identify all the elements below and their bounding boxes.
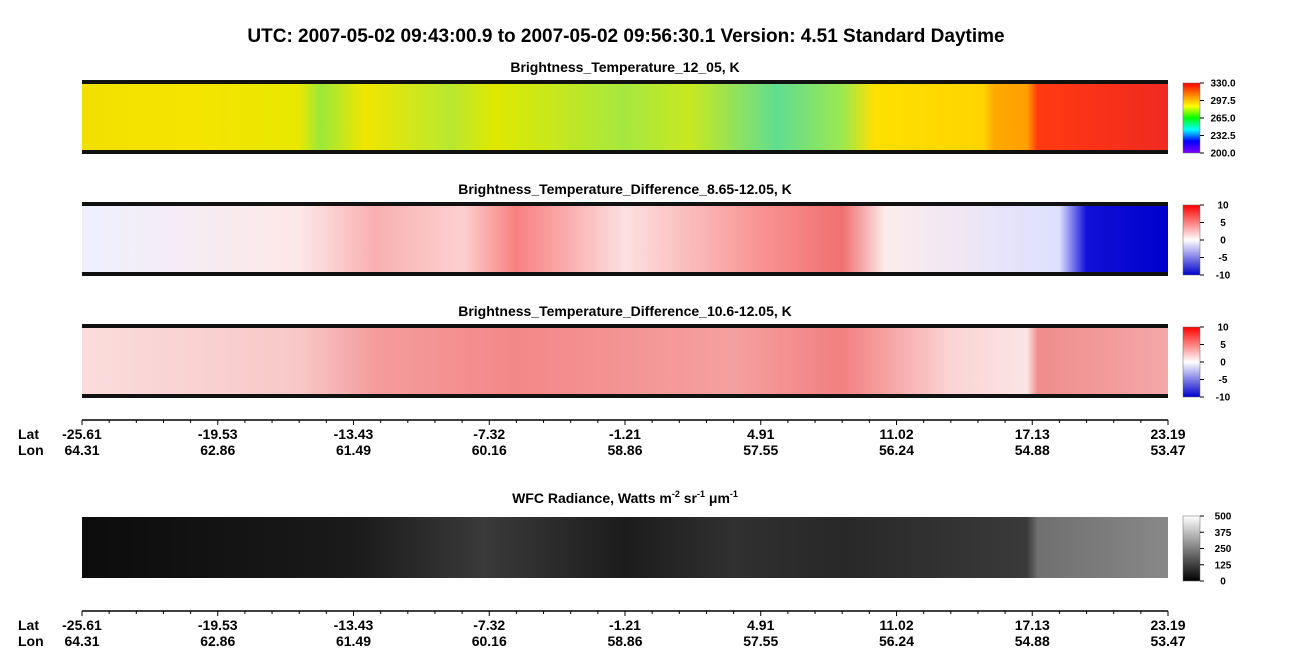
lon-tick-label: 56.24 <box>879 442 914 458</box>
page-title: UTC: 2007-05-02 09:43:00.9 to 2007-05-02… <box>247 26 1004 47</box>
title-part: μm <box>705 490 730 506</box>
lon-tick-label: 57.55 <box>743 442 778 458</box>
colorbar-tick-label: 297.5 <box>1210 96 1235 107</box>
colorbar-tick-label: 10 <box>1217 201 1229 212</box>
lat-tick-label: 11.02 <box>879 426 913 442</box>
panel-title: WFC Radiance, Watts m-2 sr-1 μm-1 <box>512 489 738 506</box>
lon-tick-label: 62.86 <box>200 442 235 458</box>
colorbar-tick-label: -10 <box>1216 271 1231 282</box>
superscript: -1 <box>730 489 738 499</box>
swath-edge <box>82 394 1168 398</box>
lat-tick-label: -19.53 <box>198 617 238 633</box>
colorbar-tick-label: 500 <box>1215 512 1232 523</box>
image-panel <box>82 517 1168 578</box>
lon-tick-label: 57.55 <box>743 633 778 649</box>
lon-tick-label: 58.86 <box>607 633 642 649</box>
panel-title: Brightness_Temperature_Difference_10.6-1… <box>458 303 792 319</box>
lon-tick-label: 54.88 <box>1015 442 1050 458</box>
panel-title: Brightness_Temperature_Difference_8.65-1… <box>458 181 792 197</box>
lat-tick-label: 17.13 <box>1015 617 1050 633</box>
lon-tick-label: 64.31 <box>64 633 99 649</box>
colorbar-tick-label: 330.0 <box>1210 79 1235 90</box>
colorbar-tick-label: 0 <box>1220 358 1226 369</box>
lon-label: Lon <box>18 633 44 649</box>
lon-tick-label: 58.86 <box>607 442 642 458</box>
colorbar-tick-label: 200.0 <box>1210 149 1235 160</box>
colorbar-tick-label: -5 <box>1219 253 1228 264</box>
swath-edge <box>82 324 1168 328</box>
image-panel <box>82 84 1168 150</box>
lat-tick-label: 17.13 <box>1015 426 1050 442</box>
lat-tick-label: 23.19 <box>1150 426 1185 442</box>
lat-tick-label: -13.43 <box>334 426 374 442</box>
lon-tick-label: 64.31 <box>64 442 99 458</box>
lon-tick-label: 60.16 <box>472 442 507 458</box>
colorbar <box>1182 82 1201 154</box>
colorbar-tick-label: 0 <box>1220 577 1226 588</box>
image-panel <box>82 206 1168 272</box>
lat-tick-label: -1.21 <box>609 617 641 633</box>
lon-tick-label: 62.86 <box>200 633 235 649</box>
swath-edge <box>82 272 1168 276</box>
colorbar-tick-label: 5 <box>1220 218 1226 229</box>
lat-tick-label: 4.91 <box>747 617 774 633</box>
lon-tick-label: 60.16 <box>472 633 507 649</box>
colorbar <box>1182 515 1201 582</box>
swath-edge <box>82 150 1168 154</box>
colorbar-tick-label: 5 <box>1220 340 1226 351</box>
lat-tick-label: 23.19 <box>1150 617 1185 633</box>
lon-tick-label: 54.88 <box>1015 633 1050 649</box>
lon-tick-label: 53.47 <box>1150 442 1185 458</box>
image-panel <box>82 328 1168 394</box>
lat-tick-label: -25.61 <box>62 617 102 633</box>
lat-tick-label: -1.21 <box>609 426 641 442</box>
swath-edge <box>82 80 1168 84</box>
colorbar-tick-label: 250 <box>1215 544 1232 555</box>
panel-title: Brightness_Temperature_12_05, K <box>510 59 739 75</box>
swath-edge <box>82 202 1168 206</box>
lat-tick-label: -25.61 <box>62 426 102 442</box>
lon-tick-label: 61.49 <box>336 633 371 649</box>
lon-tick-label: 61.49 <box>336 442 371 458</box>
colorbar-tick-label: 0 <box>1220 236 1226 247</box>
lat-tick-label: -13.43 <box>334 617 374 633</box>
colorbar-tick-label: 10 <box>1217 323 1229 334</box>
colorbar <box>1182 204 1201 276</box>
lon-label: Lon <box>18 442 44 458</box>
lat-tick-label: -7.32 <box>473 617 505 633</box>
title-part: WFC Radiance, Watts m <box>512 490 672 506</box>
lat-label: Lat <box>18 426 39 442</box>
colorbar-tick-label: 232.5 <box>1210 131 1235 142</box>
lat-tick-label: 11.02 <box>879 617 913 633</box>
lat-tick-label: -7.32 <box>473 426 505 442</box>
lat-tick-label: 4.91 <box>747 426 774 442</box>
title-part: sr <box>680 490 698 506</box>
colorbar-tick-label: 125 <box>1215 560 1232 571</box>
colorbar <box>1182 326 1201 398</box>
lat-tick-label: -19.53 <box>198 426 238 442</box>
colorbar-tick-label: 265.0 <box>1210 114 1235 125</box>
superscript: -2 <box>672 489 680 499</box>
superscript: -1 <box>697 489 705 499</box>
colorbar-tick-label: -5 <box>1219 375 1228 386</box>
colorbar-tick-label: -10 <box>1216 393 1231 404</box>
lon-tick-label: 53.47 <box>1150 633 1185 649</box>
colorbar-tick-label: 375 <box>1215 528 1232 539</box>
lat-label: Lat <box>18 617 39 633</box>
lon-tick-label: 56.24 <box>879 633 914 649</box>
